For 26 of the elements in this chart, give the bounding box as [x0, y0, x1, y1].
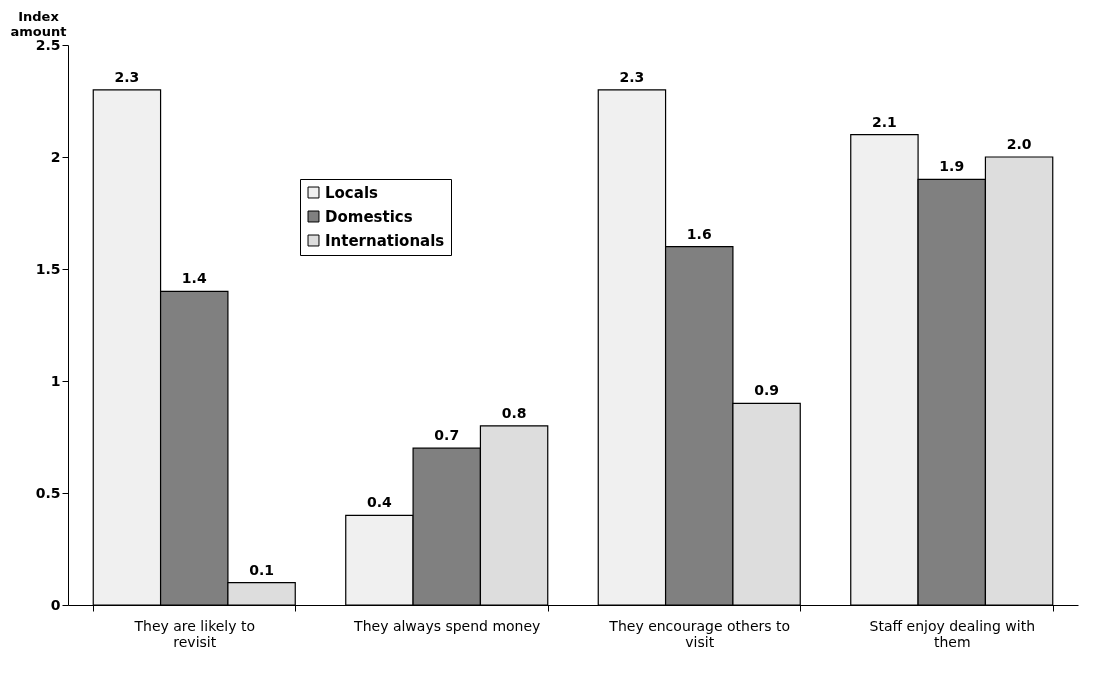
data-label: 0.9	[754, 382, 779, 399]
data-label: 1.6	[686, 225, 712, 242]
x-tick-label: They always spend money	[353, 617, 541, 634]
legend-label: Domestics	[325, 207, 413, 226]
data-label: 1.4	[181, 270, 207, 287]
data-label: 0.4	[367, 494, 393, 511]
data-label: 0.1	[249, 561, 274, 578]
x-tick-label: Staff enjoy dealing with them	[869, 617, 1035, 650]
y-tick-label: 1.5	[35, 260, 61, 277]
y-tick-label: 1	[50, 372, 61, 389]
data-label: 1.9	[939, 158, 965, 175]
y-axis-title: Index amount	[10, 8, 67, 39]
legend-label: Internationals	[325, 231, 445, 250]
y-tick-label: 2	[50, 148, 61, 165]
x-tick-label: They encourage others to visit	[608, 617, 791, 650]
data-label: 2.1	[872, 113, 897, 130]
data-label: 0.7	[434, 427, 460, 444]
data-label: 0.8	[501, 404, 527, 421]
data-label: 2.0	[1006, 136, 1032, 152]
data-label: 2.3	[619, 68, 645, 85]
legend-label: Locals	[325, 183, 379, 202]
x-tick-label: They are likely to revisit	[133, 617, 256, 650]
data-label: 2.3	[114, 68, 140, 85]
y-tick-label: 0	[50, 596, 61, 613]
y-tick-label: 2.5	[35, 36, 61, 53]
y-tick-label: 0.5	[35, 484, 61, 501]
